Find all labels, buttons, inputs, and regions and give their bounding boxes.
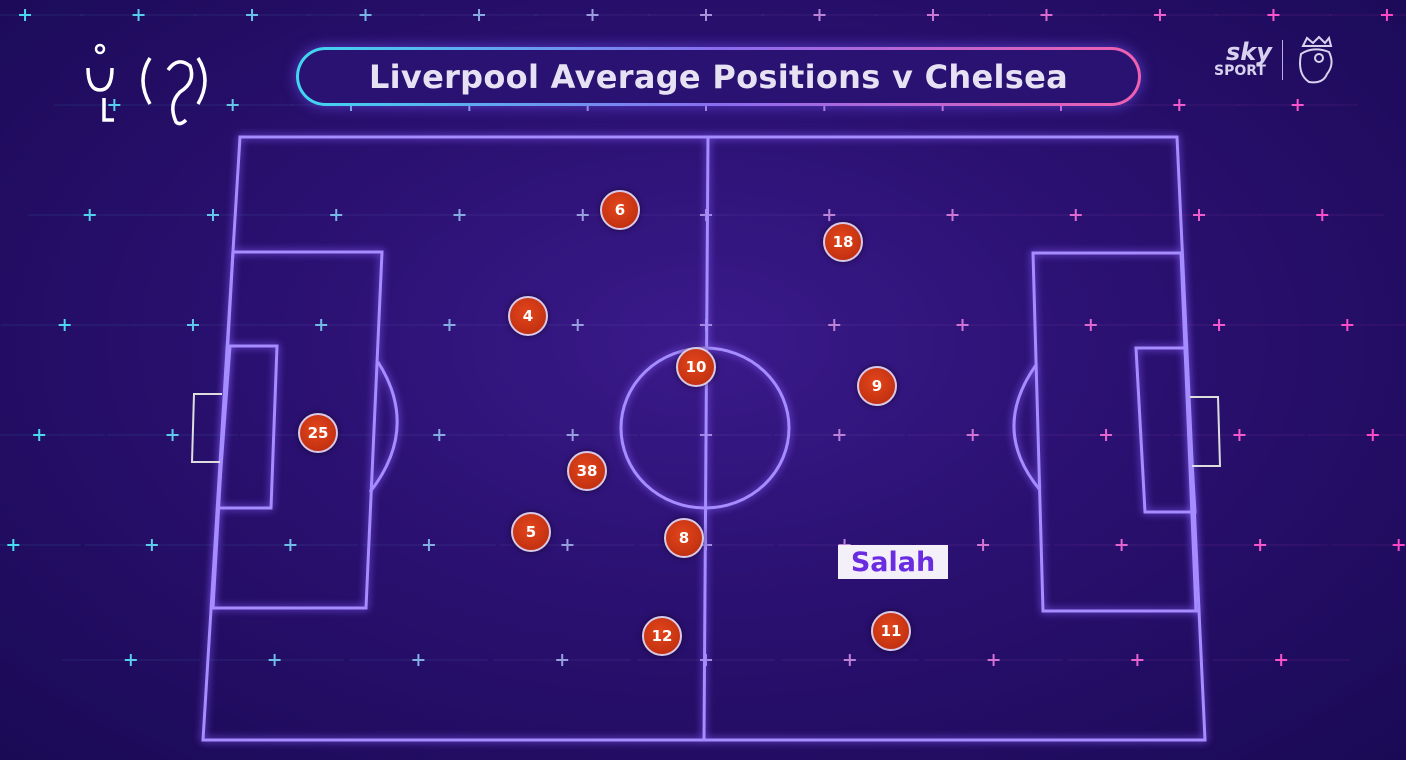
grid-plus-marker xyxy=(19,9,32,21)
grid-plus-marker xyxy=(108,99,121,111)
grid-plus-marker xyxy=(1291,99,1304,111)
grid-plus-marker xyxy=(433,429,446,441)
grid-plus-marker xyxy=(124,654,137,666)
grid-plus-marker xyxy=(1213,319,1226,331)
player-marker: 10 xyxy=(676,347,716,387)
grid-plus-marker xyxy=(1153,9,1166,21)
player-marker: 12 xyxy=(642,616,682,656)
watermark-glyphs xyxy=(86,43,207,126)
left-penalty-arc xyxy=(368,361,399,493)
player-marker: 25 xyxy=(298,413,338,453)
grid-plus-marker xyxy=(58,319,71,331)
right-goal xyxy=(1190,396,1222,467)
player-marker: 11 xyxy=(871,611,911,651)
grid-plus-marker xyxy=(422,539,435,551)
grid-plus-marker xyxy=(473,9,486,21)
grid-plus-marker xyxy=(1131,654,1144,666)
grid-plus-marker xyxy=(926,9,939,21)
grid-plus-marker xyxy=(1392,539,1405,551)
highlight-label-salah: Salah xyxy=(838,545,948,579)
grid-plus-marker xyxy=(823,209,836,221)
right-penalty-arc xyxy=(1012,364,1042,491)
grid-plus-marker xyxy=(1316,209,1329,221)
grid-plus-marker xyxy=(453,209,466,221)
grid-plus-marker xyxy=(1100,429,1113,441)
grid-plus-marker xyxy=(330,209,343,221)
premier-league-lion-icon xyxy=(1298,35,1333,84)
left-goal xyxy=(190,393,222,463)
player-marker: 9 xyxy=(857,366,897,406)
title-banner: Liverpool Average Positions v Chelsea xyxy=(296,47,1141,106)
grid-plus-marker xyxy=(700,9,712,21)
centre-circle xyxy=(619,346,791,510)
grid-plus-marker xyxy=(586,9,599,21)
grid-plus-marker xyxy=(145,539,158,551)
grid-plus-marker xyxy=(443,319,456,331)
right-six-yard-box xyxy=(1134,346,1197,514)
grid-plus-marker xyxy=(843,654,856,666)
grid-plus-marker xyxy=(1366,429,1379,441)
player-marker: 6 xyxy=(600,190,640,230)
halfway-line xyxy=(702,136,710,741)
grid-plus-marker xyxy=(966,429,979,441)
player-marker: 8 xyxy=(664,518,704,558)
grid-plus-marker xyxy=(828,319,841,331)
title-text: Liverpool Average Positions v Chelsea xyxy=(368,57,1069,96)
grid-plus-marker xyxy=(1267,9,1280,21)
grid-plus-marker xyxy=(561,539,574,551)
player-marker: 5 xyxy=(511,512,551,552)
grid-plus-marker xyxy=(186,319,199,331)
grid-plus-marker xyxy=(813,9,826,21)
grid-plus-marker xyxy=(315,319,328,331)
grid-plus-marker xyxy=(83,209,96,221)
right-penalty-box xyxy=(1031,251,1198,613)
grid-plus-marker xyxy=(956,319,969,331)
grid-plus-marker xyxy=(1193,209,1206,221)
grid-plus-marker xyxy=(1040,9,1053,21)
grid-plus-marker xyxy=(33,429,46,441)
grid-plus-marker xyxy=(268,654,281,666)
grid-plus-marker xyxy=(946,209,959,221)
player-marker: 38 xyxy=(567,451,607,491)
grid-plus-marker xyxy=(566,429,579,441)
grid-markers xyxy=(0,9,1406,666)
grid-plus-marker xyxy=(1084,319,1097,331)
grid-plus-marker xyxy=(166,429,179,441)
grid-plus-marker xyxy=(206,209,219,221)
grid-plus-marker xyxy=(412,654,425,666)
grid-plus-marker xyxy=(556,654,569,666)
grid-plus-marker xyxy=(1380,9,1393,21)
grid-plus-marker xyxy=(571,319,584,331)
sky-sport-logo: sky SPORT xyxy=(1214,34,1337,86)
grid-plus-marker xyxy=(1341,319,1354,331)
grid-plus-marker xyxy=(359,9,372,21)
grid-plus-marker xyxy=(1275,654,1288,666)
grid-plus-marker xyxy=(1254,539,1267,551)
pitch-outline xyxy=(201,135,1207,742)
grid-plus-marker xyxy=(1069,209,1082,221)
player-marker: 4 xyxy=(508,296,548,336)
grid-plus-marker xyxy=(977,539,990,551)
sport-logo-text: SPORT xyxy=(1214,63,1266,79)
grid-plus-marker xyxy=(132,9,145,21)
grid-plus-marker xyxy=(1233,429,1246,441)
grid-plus-marker xyxy=(987,654,1000,666)
sky-logo-text: sky xyxy=(1226,38,1272,66)
grid-plus-marker xyxy=(7,539,20,551)
grid-plus-marker xyxy=(1173,99,1186,111)
player-marker: 18 xyxy=(823,222,863,262)
grid-plus-marker xyxy=(226,99,239,111)
grid-plus-marker xyxy=(284,539,297,551)
left-six-yard-box xyxy=(216,344,279,510)
grid-plus-marker xyxy=(1115,539,1128,551)
grid-plus-marker xyxy=(833,429,846,441)
grid-plus-marker xyxy=(576,209,589,221)
grid-plus-marker xyxy=(246,9,259,21)
